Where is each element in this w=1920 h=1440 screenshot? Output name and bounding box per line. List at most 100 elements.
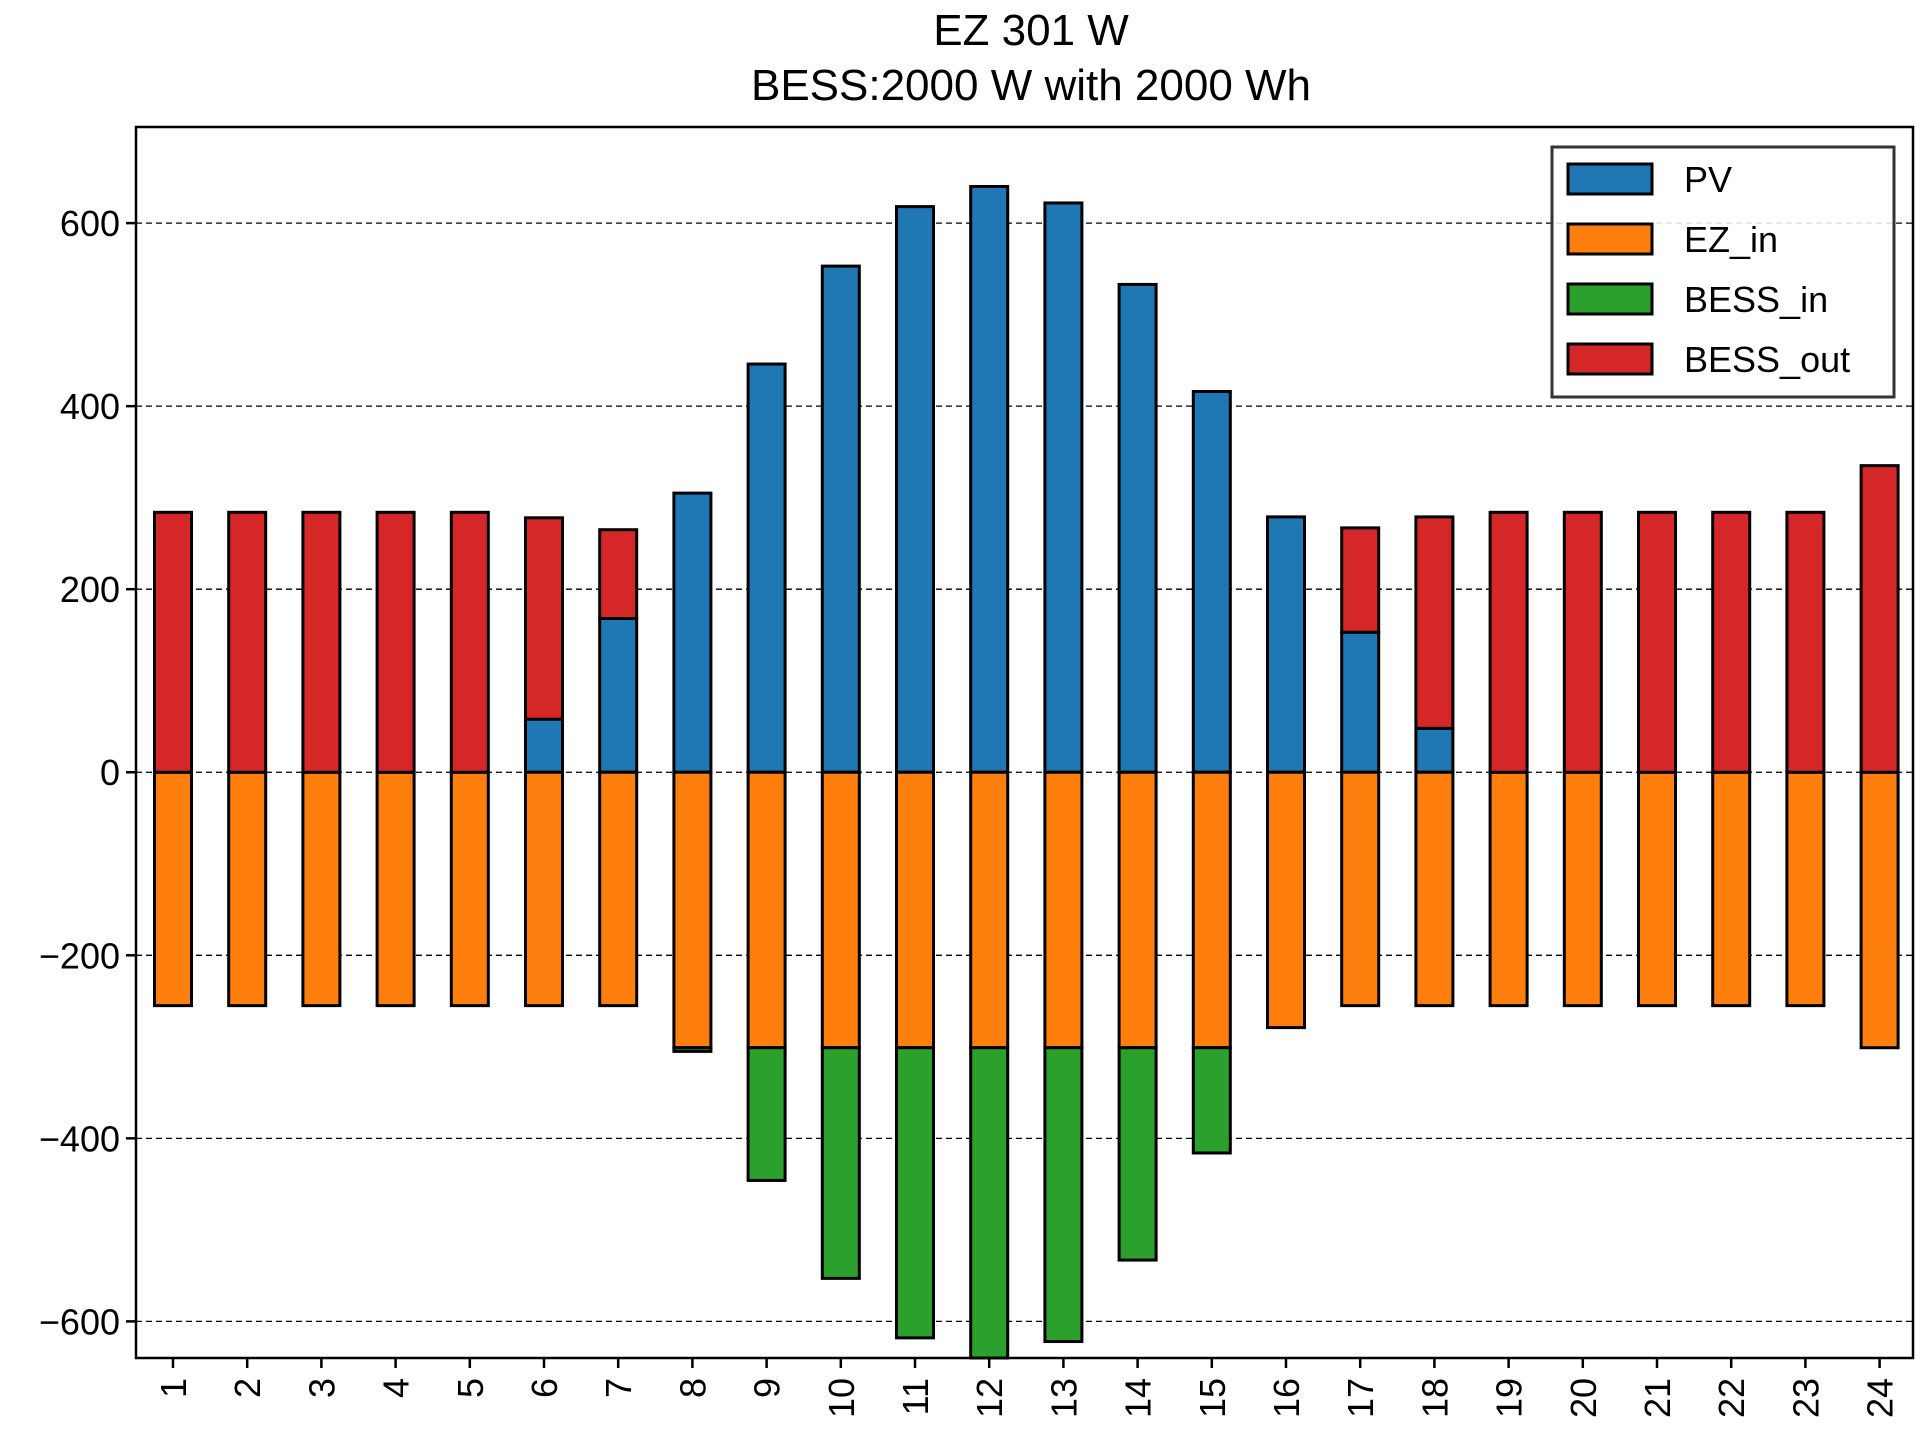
bar-bess-in-15: [1191, 1046, 1232, 1155]
bar-bess-out-24: [1859, 464, 1900, 774]
legend-label-ez-in: EZ_in: [1684, 219, 1778, 260]
bar-bess-out-21: [1637, 510, 1677, 774]
x-tick-label-19: 19: [1489, 1378, 1530, 1418]
bar-pv-18: [1414, 726, 1455, 774]
bar-ez-in-1: [153, 770, 193, 1008]
bar-ez-in-24: [1859, 770, 1900, 1050]
bar-bess-in-8: [672, 1046, 713, 1053]
bar-ez-in-14: [1117, 770, 1158, 1050]
chart-subtitle: BESS:2000 W with 2000 Wh: [751, 61, 1311, 110]
x-tick-label-14: 14: [1118, 1378, 1159, 1418]
bar-pv-13: [1043, 201, 1084, 774]
bar-bess-in-11: [895, 1046, 935, 1340]
x-tick-label-12: 12: [969, 1378, 1010, 1418]
legend-swatch-ez-in: [1566, 222, 1654, 256]
x-tick-label-2: 2: [227, 1378, 268, 1398]
bar-ez-in-12: [969, 770, 1010, 1050]
bar-ez-in-11: [895, 770, 935, 1050]
bar-ez-in-19: [1488, 770, 1529, 1008]
y-tick-label-2: −200: [39, 935, 120, 976]
legend-swatch-bess-in: [1566, 282, 1654, 316]
legend-label-bess-in: BESS_in: [1684, 279, 1828, 320]
x-tick-label-1: 1: [153, 1378, 194, 1398]
bar-bess-in-10: [820, 1046, 861, 1280]
bar-ez-in-5: [449, 770, 490, 1008]
bar-bess-out-22: [1711, 510, 1752, 774]
legend-swatch-bess-out: [1566, 342, 1654, 376]
bar-bess-out-4: [375, 510, 416, 774]
bar-pv-15: [1191, 390, 1232, 774]
bar-pv-16: [1266, 515, 1306, 774]
bar-bess-in-14: [1117, 1046, 1158, 1262]
y-tick-label-4: 200: [60, 569, 120, 610]
x-tick-label-10: 10: [821, 1378, 862, 1418]
legend: PV EZ_in BESS_in BESS_out: [1550, 145, 1896, 399]
bar-ez-in-9: [746, 770, 787, 1050]
bar-bess-out-5: [449, 510, 490, 774]
legend-swatch-pv: [1566, 162, 1654, 196]
bar-ez-in-16: [1266, 770, 1306, 1030]
bars: [153, 184, 1900, 1360]
bar-bess-out-7: [598, 528, 639, 620]
bar-ez-in-15: [1191, 770, 1232, 1050]
x-tick-label-3: 3: [301, 1378, 342, 1398]
bar-ez-in-3: [301, 770, 342, 1008]
bar-ez-in-13: [1043, 770, 1084, 1050]
bar-ez-in-22: [1711, 770, 1752, 1008]
bar-bess-out-3: [301, 510, 342, 774]
bar-ez-in-4: [375, 770, 416, 1008]
bar-bess-out-19: [1488, 510, 1529, 774]
y-tick-label-6: 600: [60, 203, 120, 244]
y-axis: −600 −400 −200 0 200 400 600: [39, 203, 136, 1342]
y-tick-label-3: 0: [100, 752, 120, 793]
bar-pv-12: [969, 184, 1010, 774]
bar-ez-in-2: [227, 770, 268, 1008]
x-tick-label-13: 13: [1043, 1378, 1084, 1418]
y-tick-label-1: −400: [39, 1118, 120, 1159]
bar-bess-out-1: [153, 510, 193, 774]
bar-ez-in-23: [1785, 770, 1826, 1008]
x-tick-label-8: 8: [672, 1378, 713, 1398]
bar-bess-out-23: [1785, 510, 1826, 774]
bar-bess-out-17: [1340, 526, 1381, 634]
x-tick-label-6: 6: [524, 1378, 565, 1398]
bar-ez-in-6: [524, 770, 564, 1008]
x-tick-label-22: 22: [1711, 1378, 1752, 1418]
x-tick-label-23: 23: [1785, 1378, 1826, 1418]
bar-ez-in-18: [1414, 770, 1455, 1008]
bar-bess-out-20: [1562, 510, 1603, 774]
bar-bess-out-18: [1414, 515, 1455, 730]
bar-bess-in-13: [1043, 1046, 1084, 1344]
x-tick-label-21: 21: [1637, 1378, 1678, 1418]
bar-ez-in-8: [672, 770, 713, 1050]
x-tick-label-16: 16: [1266, 1378, 1307, 1418]
legend-label-bess-out: BESS_out: [1684, 339, 1850, 380]
bar-ez-in-7: [598, 770, 639, 1008]
bar-bess-out-2: [227, 510, 268, 774]
bar-ez-in-17: [1340, 770, 1381, 1008]
x-tick-label-7: 7: [598, 1378, 639, 1398]
y-tick-label-0: −600: [39, 1301, 120, 1342]
x-tick-label-20: 20: [1563, 1378, 1604, 1418]
x-tick-label-11: 11: [895, 1378, 936, 1415]
bar-pv-11: [895, 205, 935, 774]
x-tick-label-24: 24: [1860, 1378, 1901, 1418]
bar-pv-7: [598, 616, 639, 774]
x-tick-label-17: 17: [1340, 1378, 1381, 1418]
y-tick-label-5: 400: [60, 386, 120, 427]
bar-pv-14: [1117, 282, 1158, 774]
x-axis: 1 2 3 4 5 6 7 8 9 10 11 12 13 14 15 16 17 18 19 20 21 22 23 24: [153, 1358, 1901, 1418]
bar-pv-10: [820, 264, 861, 774]
chart-title: EZ 301 W: [933, 6, 1129, 55]
x-tick-label-15: 15: [1192, 1378, 1233, 1418]
x-tick-label-9: 9: [747, 1378, 788, 1398]
legend-label-pv: PV: [1684, 159, 1732, 200]
bar-ez-in-21: [1637, 770, 1677, 1008]
bar-pv-8: [672, 491, 713, 774]
bar-ez-in-20: [1562, 770, 1603, 1008]
bar-pv-6: [524, 717, 564, 774]
x-tick-label-18: 18: [1414, 1378, 1455, 1418]
x-tick-label-5: 5: [450, 1378, 491, 1398]
x-tick-label-4: 4: [376, 1378, 417, 1398]
bar-pv-17: [1340, 630, 1381, 774]
